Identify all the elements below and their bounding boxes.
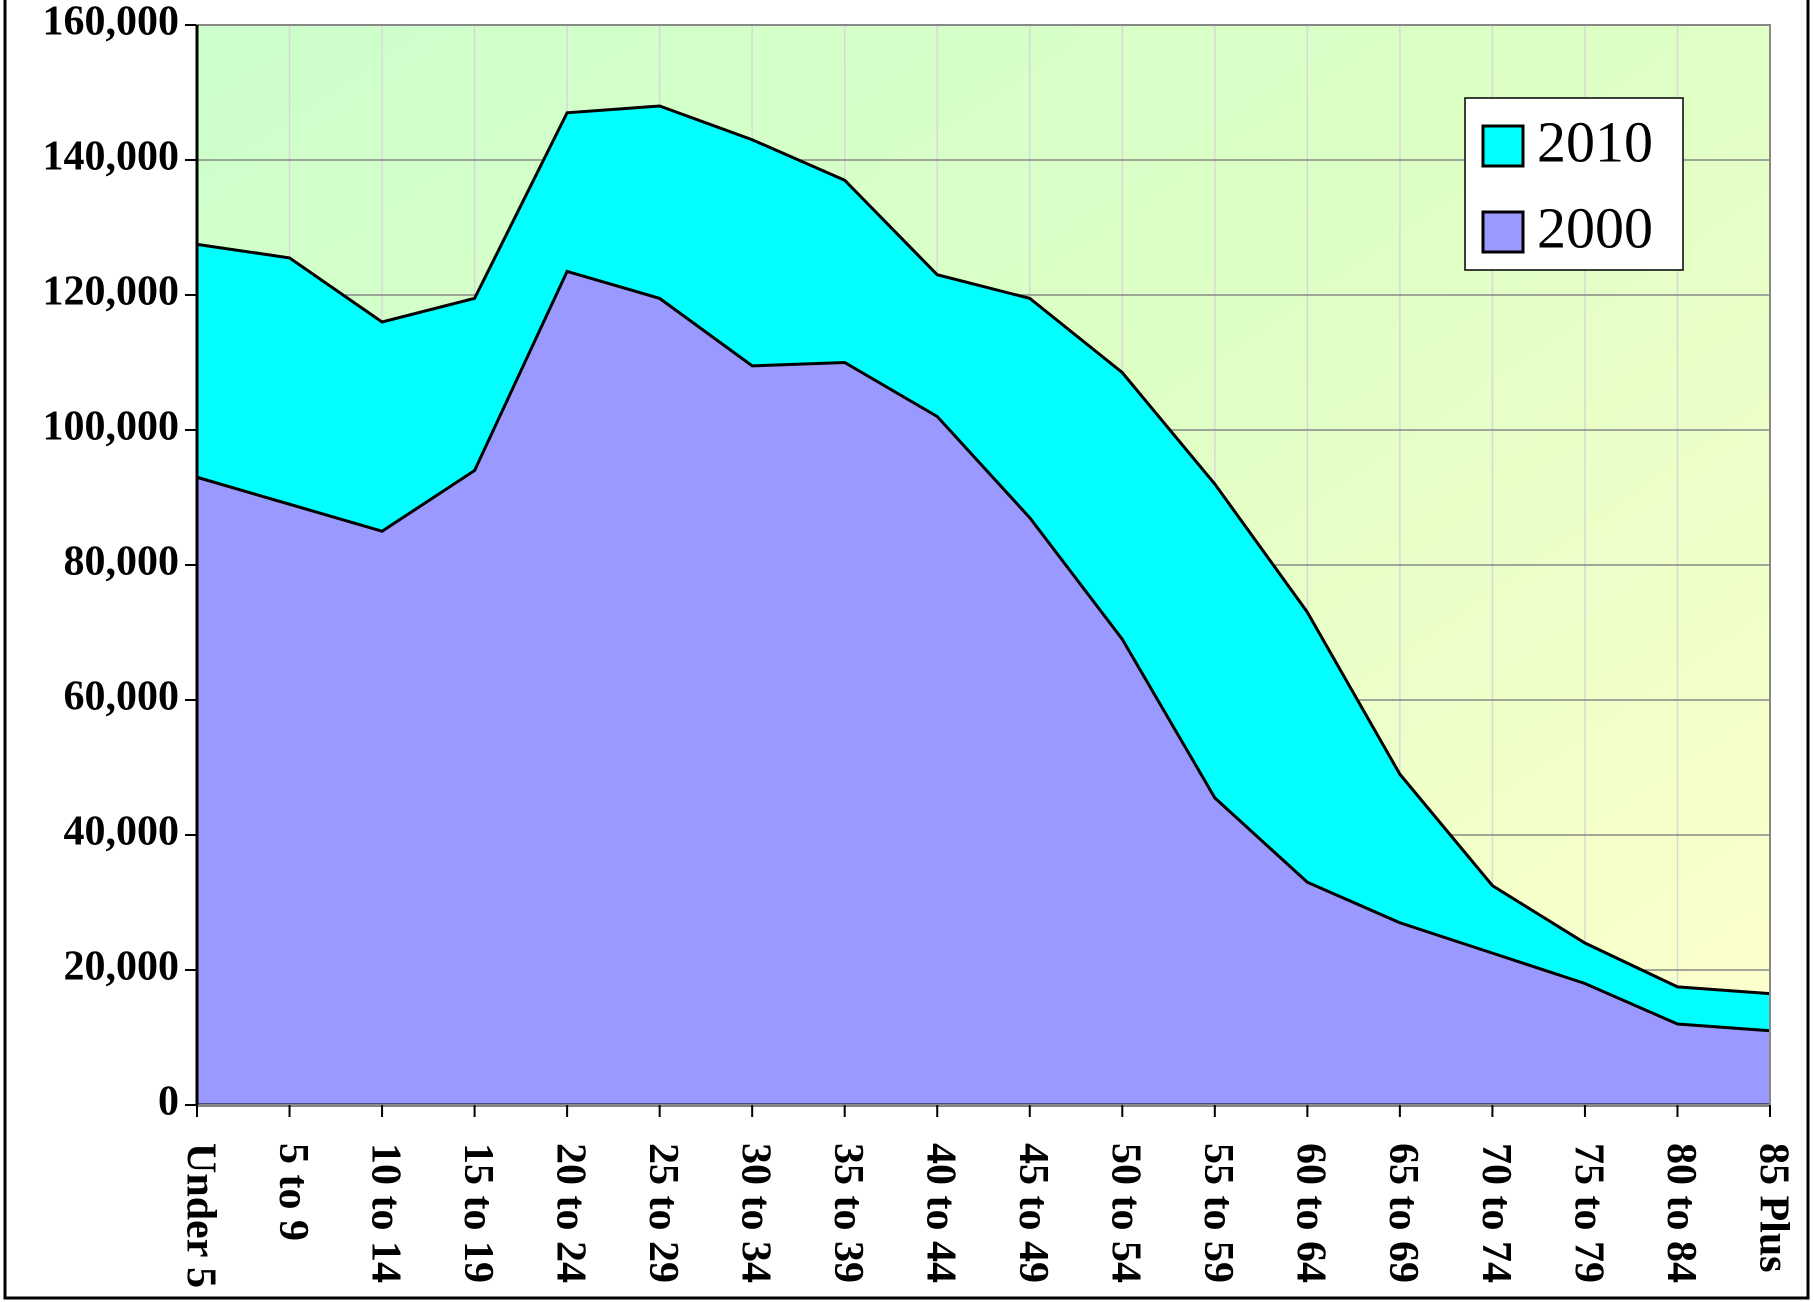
x-tick-label: 85 Plus <box>1750 1143 1796 1273</box>
y-tick-label: 20,000 <box>64 944 180 990</box>
area-outline <box>196 269 1771 1033</box>
y-tick-label: 0 <box>158 1079 179 1125</box>
x-tick-label: 30 to 34 <box>733 1143 779 1283</box>
x-tick-label: 55 to 59 <box>1195 1143 1241 1283</box>
y-tick-label: 80,000 <box>64 539 180 585</box>
x-tick-label: 10 to 14 <box>362 1143 408 1283</box>
x-tick-label: 75 to 79 <box>1565 1143 1611 1283</box>
y-tick-label: 120,000 <box>43 269 180 315</box>
x-tick-label: 65 to 69 <box>1380 1143 1426 1283</box>
y-tick-label: 40,000 <box>64 809 180 855</box>
x-tick-label: 50 to 54 <box>1103 1143 1149 1283</box>
legend-swatch <box>1481 124 1525 168</box>
frame <box>3 0 1810 1300</box>
legend-swatch <box>1481 210 1525 254</box>
y-tick-label: 60,000 <box>64 674 180 720</box>
y-tick-label: 160,000 <box>43 0 180 45</box>
y-tick-label: 140,000 <box>43 134 180 180</box>
legend-label: 2010 <box>1537 109 1653 174</box>
x-tick-label: 15 to 19 <box>455 1143 501 1283</box>
x-tick-label: 35 to 39 <box>825 1143 871 1283</box>
x-tick-label: 70 to 74 <box>1473 1143 1519 1283</box>
x-tick-label: 45 to 49 <box>1010 1143 1056 1283</box>
area <box>197 271 1770 1105</box>
y-tick-label: 100,000 <box>43 404 180 450</box>
x-tick-label: Under 5 <box>177 1143 223 1288</box>
x-tick-label: 80 to 84 <box>1658 1143 1704 1283</box>
area-outline <box>196 104 1771 996</box>
x-tick-label: 25 to 29 <box>640 1143 686 1283</box>
x-tick-label: 5 to 9 <box>270 1143 316 1241</box>
x-tick-label: 60 to 64 <box>1288 1143 1334 1283</box>
x-tick-label: 20 to 24 <box>547 1143 593 1283</box>
x-tick-label: 40 to 44 <box>918 1143 964 1283</box>
legend-label: 2000 <box>1537 195 1653 260</box>
